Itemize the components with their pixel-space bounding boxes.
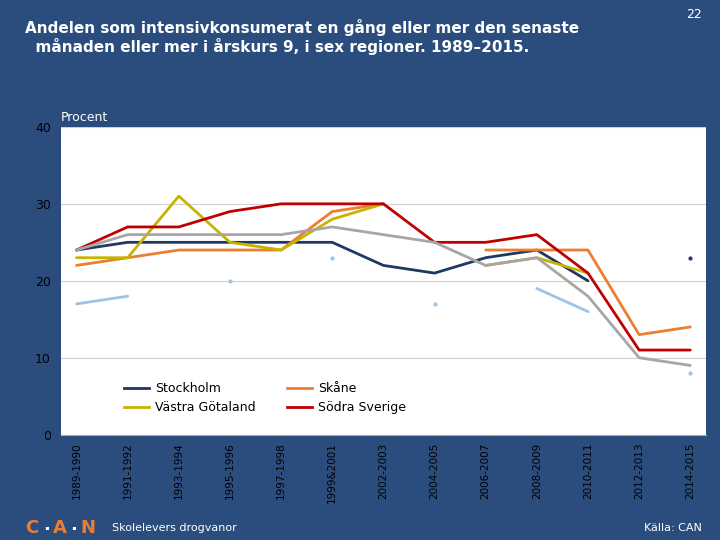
Text: Skolelevers drogvanor: Skolelevers drogvanor <box>112 523 236 533</box>
Stockholm <box>174 239 183 246</box>
Stockholm <box>482 254 490 261</box>
Västra Götaland <box>174 193 183 199</box>
Västra Götaland <box>379 201 387 207</box>
Stockholm <box>328 239 336 246</box>
Södra Sverige <box>686 347 695 353</box>
Stockholm <box>379 262 387 269</box>
Text: Procent: Procent <box>61 111 109 124</box>
Västra Götaland <box>328 216 336 222</box>
Västra Götaland <box>72 254 81 261</box>
Skåne <box>379 201 387 207</box>
Skåne <box>225 247 234 253</box>
Text: C: C <box>25 519 38 537</box>
Text: N: N <box>80 519 95 537</box>
Södra Sverige <box>584 270 593 276</box>
Skåne <box>174 247 183 253</box>
Stockholm <box>584 278 593 284</box>
Stockholm <box>72 247 81 253</box>
Södra Sverige <box>379 201 387 207</box>
Södra Sverige <box>482 239 490 246</box>
Stockholm <box>533 247 541 253</box>
Södra Sverige <box>276 201 285 207</box>
Västra Götaland <box>276 247 285 253</box>
Stockholm <box>431 270 439 276</box>
Skåne <box>328 208 336 215</box>
Södra Sverige <box>635 347 644 353</box>
Västra Götaland <box>225 239 234 246</box>
Text: ·: · <box>71 521 78 539</box>
Legend: Stockholm, Västra Götaland, Skåne, Södra Sverige: Stockholm, Västra Götaland, Skåne, Södra… <box>119 377 411 419</box>
Södra Sverige <box>431 239 439 246</box>
Line: Södra Sverige: Södra Sverige <box>76 204 690 350</box>
Stockholm <box>123 239 132 246</box>
Stockholm <box>225 239 234 246</box>
Line: Stockholm: Stockholm <box>76 242 588 281</box>
Text: ·: · <box>43 521 50 539</box>
Skåne <box>72 262 81 269</box>
Text: 22: 22 <box>686 8 702 21</box>
Södra Sverige <box>174 224 183 230</box>
Line: Västra Götaland: Västra Götaland <box>76 196 383 258</box>
Text: månaden eller mer i årskurs 9, i sex regioner. 1989–2015.: månaden eller mer i årskurs 9, i sex reg… <box>25 38 529 55</box>
Skåne <box>276 247 285 253</box>
Södra Sverige <box>123 224 132 230</box>
Södra Sverige <box>533 231 541 238</box>
Södra Sverige <box>328 201 336 207</box>
Line: Skåne: Skåne <box>76 204 383 266</box>
Text: Källa: CAN: Källa: CAN <box>644 523 702 533</box>
Stockholm <box>276 239 285 246</box>
Text: Andelen som intensivkonsumerat en gång eller mer den senaste: Andelen som intensivkonsumerat en gång e… <box>25 19 580 36</box>
Skåne <box>123 254 132 261</box>
Västra Götaland <box>123 254 132 261</box>
Text: A: A <box>53 519 66 537</box>
Södra Sverige <box>72 247 81 253</box>
Södra Sverige <box>225 208 234 215</box>
